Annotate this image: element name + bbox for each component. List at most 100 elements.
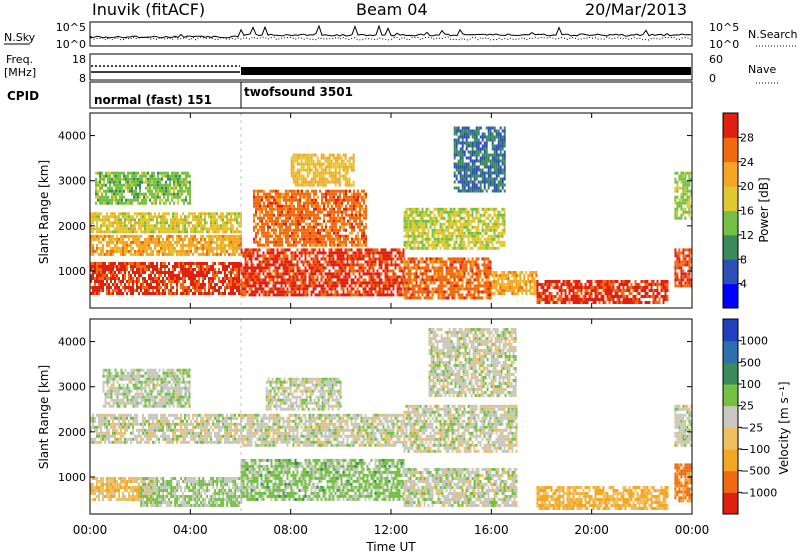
power-echo-cell (126, 230, 128, 234)
power-echo-cell (315, 231, 317, 235)
power-echo-cell (292, 284, 295, 288)
power-echo-cell (334, 281, 337, 285)
power-echo-cell (139, 186, 141, 190)
power-echo-cell (148, 215, 150, 219)
power-echo-cell (320, 174, 323, 178)
power-echo-cell (258, 260, 261, 264)
power-echo-cell (368, 275, 371, 279)
power-echo-cell (323, 192, 325, 196)
power-echo-cell (329, 207, 331, 211)
power-echo-cell (317, 243, 319, 247)
power-echo-cell (92, 292, 94, 295)
power-echo-cell (356, 269, 359, 273)
power-echo-cell (471, 231, 474, 235)
power-echo-cell (230, 292, 232, 295)
power-echo-cell (338, 162, 341, 166)
power-echo-cell (263, 225, 265, 229)
power-echo-cell (165, 171, 167, 175)
power-echo-cell (212, 227, 214, 231)
power-echo-cell (297, 222, 299, 226)
power-echo-cell (290, 278, 293, 282)
power-echo-cell (380, 260, 383, 264)
power-echo-cell (105, 201, 107, 205)
power-echo-cell (162, 289, 164, 292)
power-echo-cell (314, 272, 317, 276)
power-echo-cell (326, 284, 329, 288)
power-echo-cell (366, 263, 369, 267)
power-echo-cell (461, 222, 464, 226)
power-echo-cell (359, 204, 361, 208)
power-echo-cell (301, 243, 303, 247)
power-echo-cell (453, 272, 456, 276)
power-echo-cell (113, 189, 115, 193)
power-echo-cell (230, 262, 232, 265)
power-echo-cell (208, 265, 210, 268)
power-echo-cell (242, 293, 245, 297)
power-echo-cell (131, 180, 133, 184)
power-echo-cell (368, 278, 371, 282)
power-echo-cell (423, 222, 426, 226)
power-echo-cell (115, 186, 117, 190)
power-echo-cell (343, 237, 345, 241)
power-echo-cell (321, 234, 323, 238)
power-echo-cell (313, 201, 315, 205)
power-echo-cell (374, 260, 377, 264)
power-echo-cell (319, 228, 321, 232)
power-echo-cell (262, 257, 265, 261)
power-echo-cell (348, 272, 351, 276)
power-echo-cell (451, 234, 454, 238)
power-echo-cell (184, 274, 186, 277)
power-echo-cell (413, 287, 416, 291)
power-echo-cell (210, 268, 212, 271)
power-echo-cell (353, 198, 355, 202)
power-echo-cell (405, 240, 408, 244)
power-echo-cell (259, 207, 261, 211)
power-echo-cell (459, 207, 462, 211)
power-echo-cell (427, 275, 430, 279)
power-echo-cell (120, 268, 122, 271)
power-echo-cell (275, 240, 277, 244)
power-echo-cell (335, 222, 337, 226)
power-echo-cell (152, 277, 154, 280)
power-echo-cell (132, 234, 134, 238)
power-echo-cell (226, 215, 228, 219)
power-echo-cell (425, 272, 428, 276)
power-echo-cell (352, 281, 355, 285)
power-echo-cell (100, 265, 102, 268)
power-echo-cell (473, 225, 476, 229)
power-echo-cell (417, 296, 420, 300)
power-echo-cell (355, 201, 357, 205)
power-echo-cell (299, 213, 301, 217)
power-echo-cell (128, 215, 130, 219)
power-echo-cell (417, 234, 420, 238)
power-echo-cell (295, 219, 297, 223)
power-echo-cell (176, 274, 178, 277)
power-echo-cell (427, 240, 430, 244)
power-echo-cell (248, 251, 251, 255)
power-echo-cell (319, 222, 321, 226)
power-echo-cell (390, 251, 393, 255)
power-echo-cell (341, 243, 343, 247)
power-echo-cell (332, 263, 335, 267)
power-echo-cell (294, 254, 297, 258)
power-echo-cell (120, 262, 122, 265)
power-echo-cell (130, 252, 132, 256)
power-echo-cell (180, 277, 182, 280)
power-echo-cell (208, 292, 210, 295)
power-echo-cell (320, 293, 323, 297)
power-echo-cell (189, 201, 191, 205)
power-echo-cell (277, 189, 279, 193)
power-echo-cell (158, 268, 160, 271)
power-echo-cell (329, 210, 331, 214)
power-echo-cell (257, 222, 259, 226)
power-echo-cell (139, 180, 141, 184)
power-echo-cell (253, 195, 255, 199)
power-echo-cell (423, 225, 426, 229)
power-echo-cell (292, 275, 295, 279)
power-echo-cell (415, 278, 418, 282)
power-echo-cell (337, 228, 339, 232)
power-echo-cell (363, 198, 365, 202)
power-echo-cell (105, 183, 107, 187)
power-echo-cell (273, 195, 275, 199)
power-echo-cell (210, 234, 212, 238)
